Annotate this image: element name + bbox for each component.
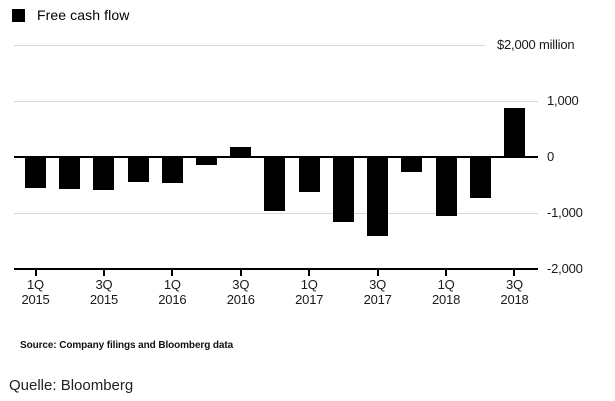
bar-1q-2018 — [435, 157, 457, 216]
legend-swatch — [12, 8, 25, 22]
x-axis-tick-3 — [171, 269, 174, 276]
bar-2q-2017 — [332, 157, 354, 222]
x-axis-label-1q-2016: 1Q 2016 — [158, 277, 187, 307]
x-axis-tick-5 — [308, 269, 311, 276]
x-axis-tick-8 — [513, 269, 516, 276]
bar-4q-2017 — [401, 157, 423, 173]
bar-3q-2017 — [367, 157, 389, 237]
gridline-1000 — [14, 101, 538, 103]
bar-2q-2016 — [196, 157, 218, 166]
bar-1q-2016 — [161, 157, 183, 184]
caption: Quelle: Bloomberg — [9, 377, 134, 394]
bar-1q-2015 — [25, 157, 46, 189]
x-axis-label-1q-2015: 1Q 2015 — [21, 277, 50, 307]
y-axis-label-2000: $2,000 million — [497, 37, 575, 53]
x-axis-label-3q-2016: 3Q 2016 — [226, 277, 255, 307]
free-cash-flow-bar-chart: $2,000 million 1,000 0 -1,000 -2,000 1Q 2015 3Q… — [14, 37, 583, 307]
y-axis-label--2000: -2,000 — [547, 260, 583, 276]
gridline--1000 — [14, 212, 538, 214]
bar-1q-2017 — [298, 157, 320, 192]
x-axis-tick-2 — [102, 269, 105, 276]
x-axis-line — [14, 267, 538, 270]
x-axis-tick-6 — [376, 269, 379, 276]
x-axis-tick-1 — [34, 269, 37, 276]
gridline-2000 — [14, 45, 485, 47]
bar-4q-2015 — [127, 157, 149, 182]
bar-4q-2016 — [264, 157, 286, 212]
bar-3q-2018 — [503, 107, 525, 157]
bar-3q-2016 — [230, 146, 252, 157]
x-axis-label-1q-2017: 1Q 2017 — [295, 277, 324, 307]
x-axis-label-3q-2017: 3Q 2017 — [363, 277, 392, 307]
y-axis-label-1000: 1,000 — [547, 93, 579, 109]
bar-2q-2015 — [59, 157, 81, 190]
source-note: Source: Company filings and Bloomberg da… — [20, 340, 234, 351]
y-axis-label-0: 0 — [547, 149, 555, 164]
bar-3q-2015 — [93, 157, 115, 191]
bar-2q-2018 — [469, 157, 491, 199]
x-axis-label-3q-2015: 3Q 2015 — [89, 277, 118, 307]
legend: Free cash flow — [12, 7, 129, 23]
x-axis-tick-7 — [445, 269, 448, 276]
legend-label: Free cash flow — [37, 7, 130, 23]
y-axis-label--1000: -1,000 — [547, 204, 583, 220]
x-axis-label-3q-2018: 3Q 2018 — [500, 277, 529, 307]
x-axis-label-1q-2018: 1Q 2018 — [432, 277, 461, 307]
x-axis-tick-4 — [239, 269, 242, 276]
